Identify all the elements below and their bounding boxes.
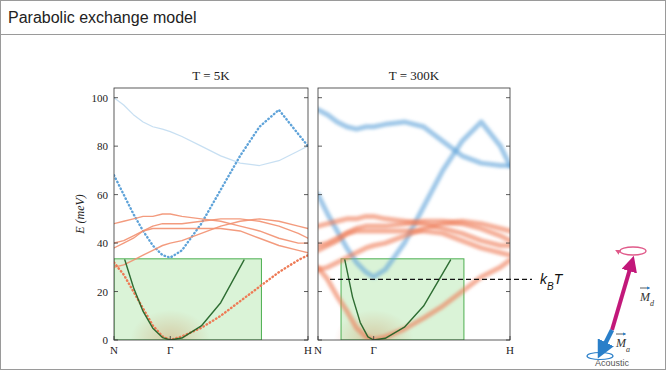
- y-tick-label: 60: [97, 189, 109, 201]
- y-tick-label: 0: [103, 334, 109, 346]
- plot-frame: [318, 88, 510, 340]
- y-tick: [506, 243, 510, 244]
- x-tick-label: Γ: [167, 344, 173, 356]
- y-tick: [114, 340, 118, 341]
- thermal-energy-line: [330, 279, 532, 280]
- band-line: [114, 219, 308, 267]
- band-line: [318, 260, 510, 340]
- data-area: [114, 98, 308, 340]
- y-tick: [506, 146, 510, 147]
- plot-title: T = 5K: [192, 68, 230, 83]
- x-tick-label: N: [110, 344, 118, 356]
- y-tick: [304, 97, 308, 98]
- y-tick: [114, 243, 118, 244]
- vector-accent: [616, 334, 625, 335]
- x-tick-label: H: [506, 344, 514, 356]
- label-part: a: [626, 345, 630, 354]
- label-part: d: [650, 299, 655, 308]
- vector-accent: [640, 288, 649, 289]
- band-line: [345, 260, 451, 340]
- moment-vector-d: [612, 262, 632, 330]
- plot-title: T = 300K: [389, 68, 440, 83]
- data-area: [318, 110, 510, 340]
- plot-background: [318, 88, 510, 340]
- x-tick-label: H: [304, 344, 312, 356]
- vector-label: Md: [639, 290, 655, 308]
- y-tick: [318, 194, 322, 195]
- fit-region: [114, 259, 261, 340]
- y-axis-label: E (meV): [73, 194, 87, 235]
- x-tick: [318, 336, 319, 340]
- y-tick: [114, 97, 118, 98]
- y-tick: [304, 146, 308, 147]
- y-tick: [114, 146, 118, 147]
- y-tick: [114, 194, 118, 195]
- y-tick: [318, 291, 322, 292]
- band-line: [114, 110, 308, 258]
- precession-orbit: [620, 247, 646, 255]
- x-tick-label: N: [314, 344, 322, 356]
- y-tick: [506, 194, 510, 195]
- y-tick: [114, 291, 118, 292]
- slide: Parabolic exchange model T = 5K 0 20 40 60 80 1…: [0, 0, 666, 370]
- plot: T = 300K N Γ H: [314, 68, 514, 370]
- title-rule: [0, 34, 666, 35]
- diagram-caption: Acoustic: [595, 358, 630, 368]
- vector-label: Ma: [615, 336, 630, 354]
- y-tick-label: 100: [92, 92, 109, 104]
- band-line: [318, 221, 510, 269]
- plot-background: [114, 88, 308, 340]
- x-tick: [114, 336, 115, 340]
- y-tick-label: 20: [97, 286, 109, 298]
- slide-frame: [1, 1, 666, 370]
- band-line: [114, 98, 308, 166]
- orbit-arrow: [617, 251, 619, 252]
- x-tick: [308, 336, 309, 340]
- band-line: [318, 122, 510, 277]
- y-tick: [304, 340, 308, 341]
- x-tick: [510, 336, 511, 340]
- y-tick: [318, 243, 322, 244]
- band-line: [114, 219, 308, 248]
- band-line: [114, 255, 308, 340]
- precession-diagram: Md Ma Acoustic: [587, 247, 655, 368]
- band-line: [318, 110, 510, 166]
- thermal-energy-label: kBT: [540, 271, 564, 292]
- y-tick: [318, 146, 322, 147]
- y-tick: [304, 243, 308, 244]
- y-tick-label: 80: [97, 140, 109, 152]
- y-tick: [506, 340, 510, 341]
- y-tick: [506, 291, 510, 292]
- moment-vector-a: [601, 330, 612, 352]
- x-tick: [170, 336, 171, 340]
- y-tick: [318, 340, 322, 341]
- x-tick-label: Γ: [371, 344, 377, 356]
- plot-frame: [114, 88, 308, 340]
- y-tick: [304, 194, 308, 195]
- slide-title: Parabolic exchange model: [8, 9, 197, 26]
- band-line: [114, 229, 308, 253]
- y-tick: [506, 97, 510, 98]
- y-tick-label: 40: [97, 237, 109, 249]
- y-tick: [304, 291, 308, 292]
- band-line: [318, 231, 510, 255]
- band-line: [125, 260, 244, 340]
- x-tick: [373, 336, 374, 340]
- plot: T = 5K 0 20 40 60 80 100 N Γ H E (meV): [73, 68, 312, 370]
- label-part: T: [554, 271, 564, 287]
- y-tick: [318, 97, 322, 98]
